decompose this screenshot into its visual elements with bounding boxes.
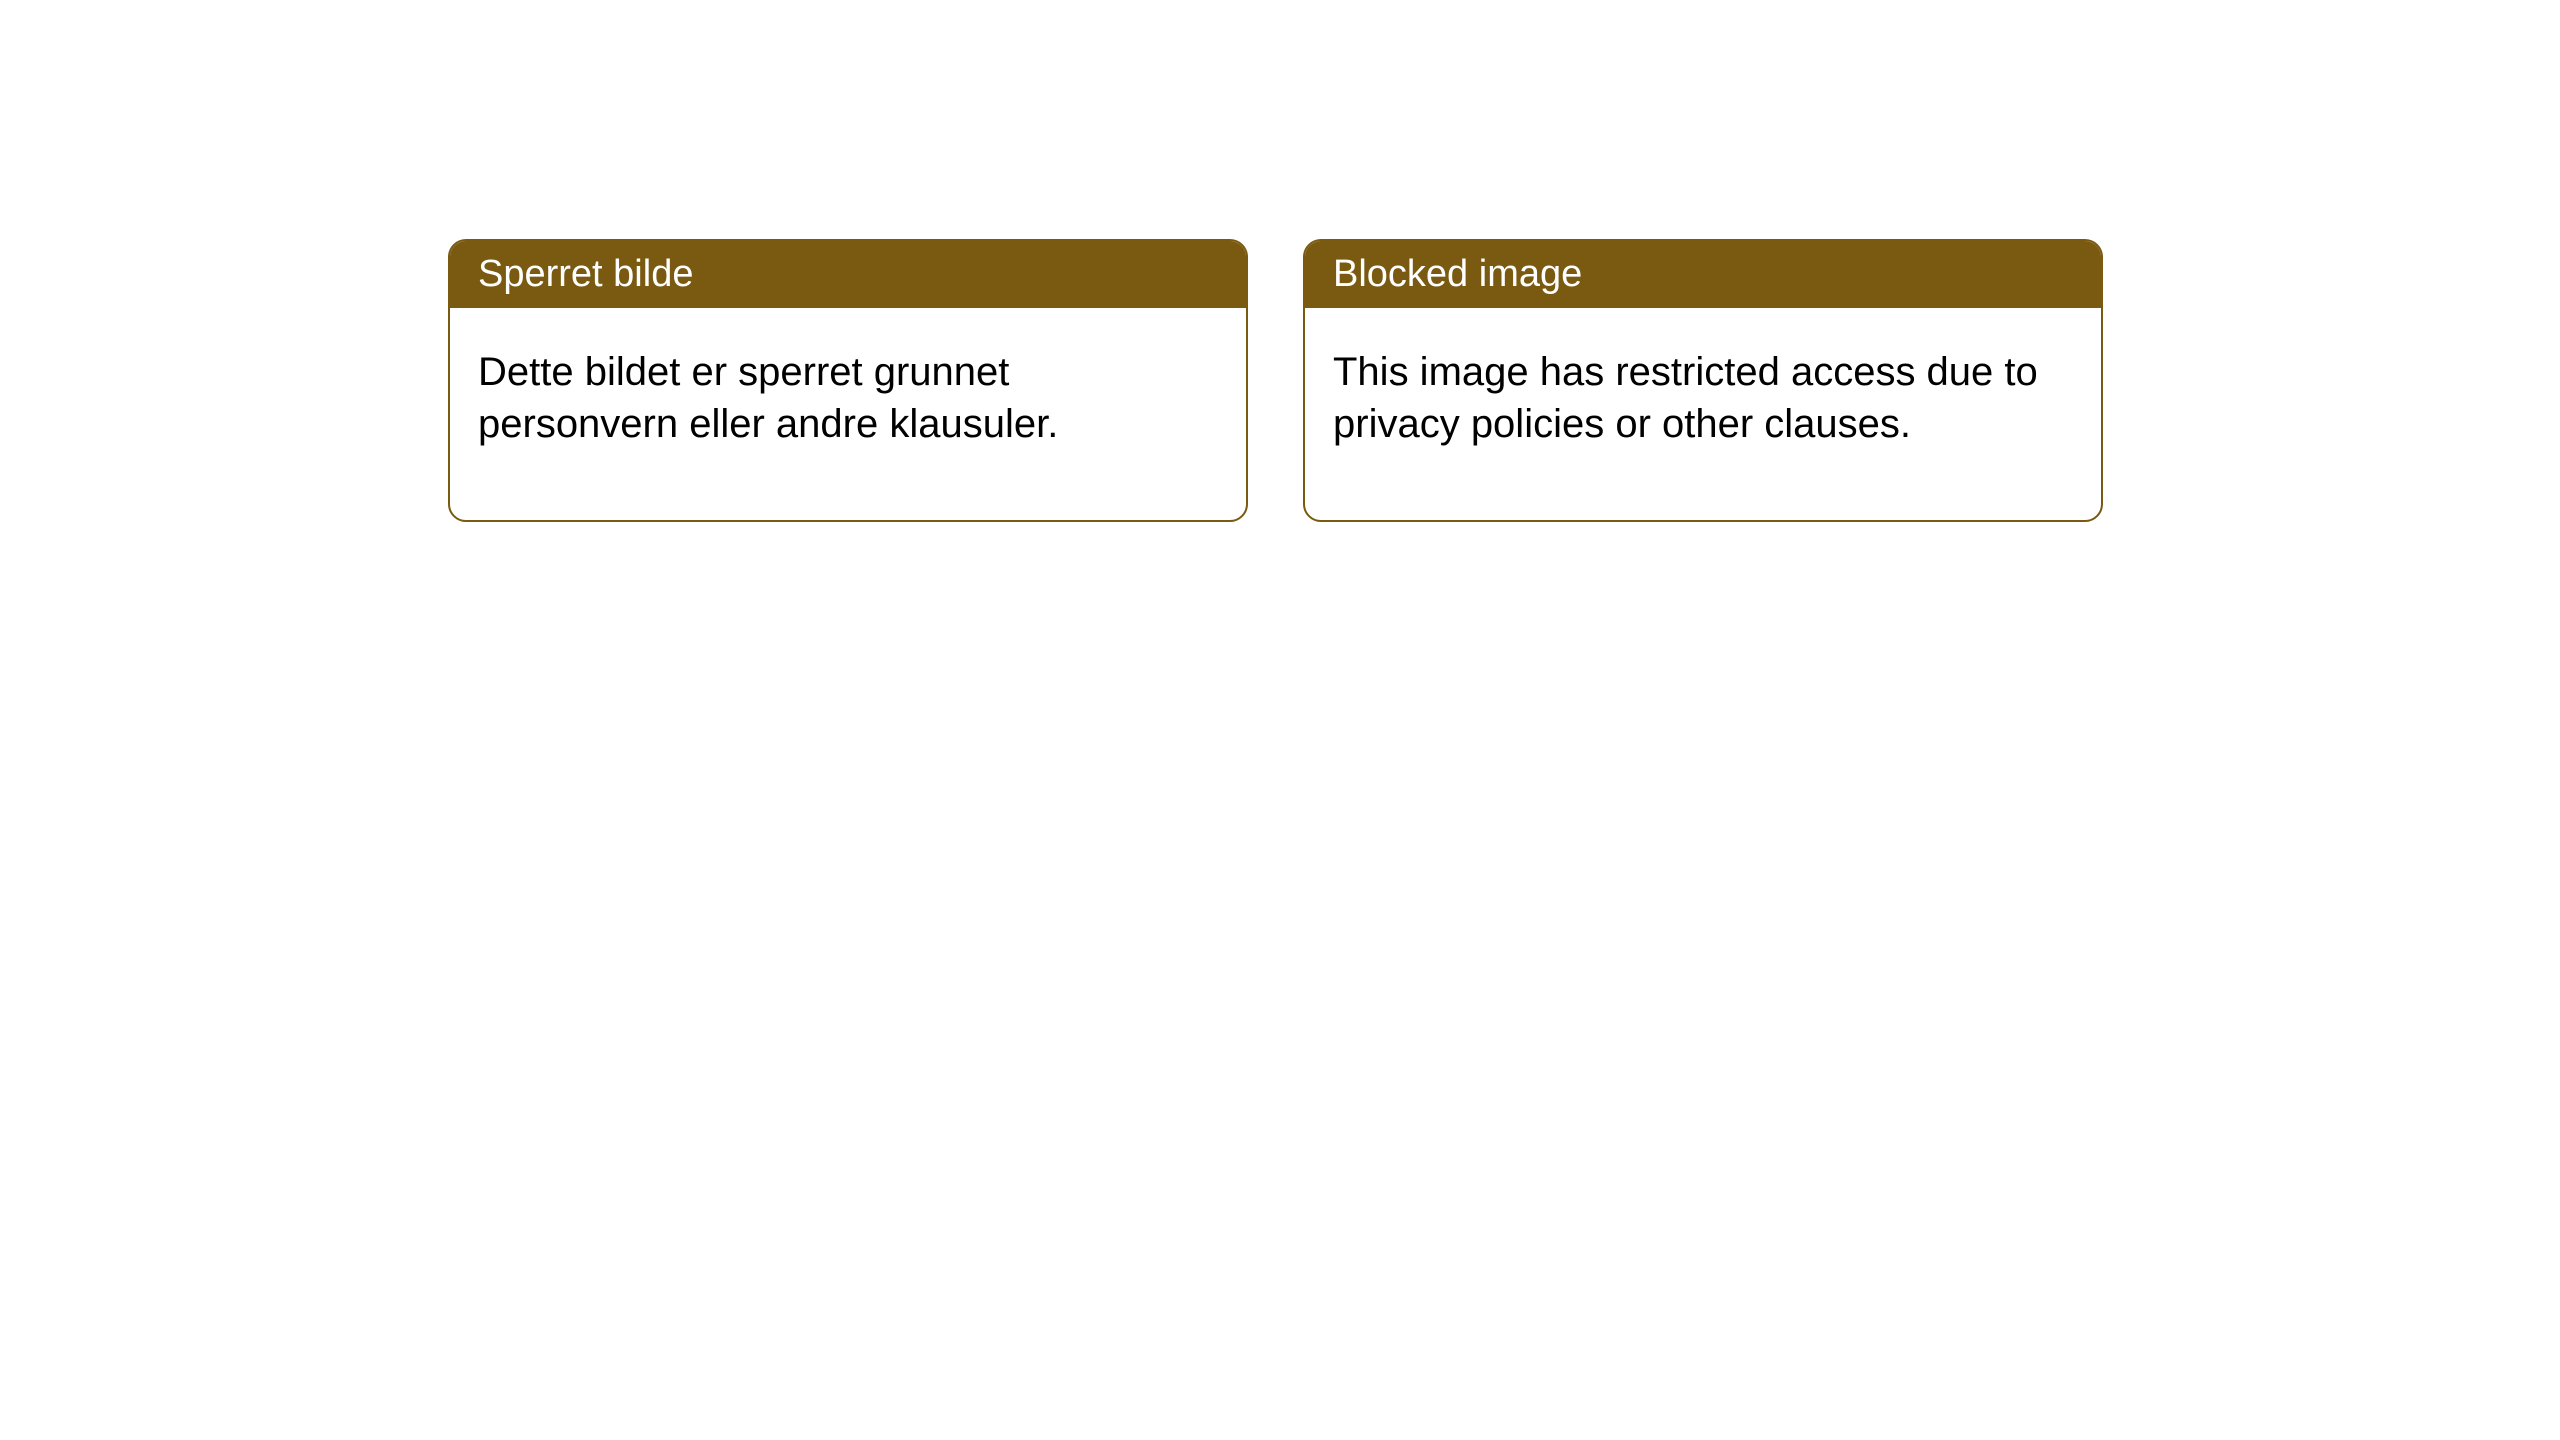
notice-text-norwegian: Dette bildet er sperret grunnet personve… — [478, 350, 1058, 446]
notice-text-english: This image has restricted access due to … — [1333, 350, 2038, 446]
notice-container: Sperret bilde Dette bildet er sperret gr… — [448, 239, 2103, 522]
notice-title-norwegian: Sperret bilde — [478, 253, 693, 295]
notice-header-norwegian: Sperret bilde — [450, 241, 1246, 308]
notice-header-english: Blocked image — [1305, 241, 2101, 308]
notice-body-english: This image has restricted access due to … — [1305, 308, 2101, 520]
notice-box-english: Blocked image This image has restricted … — [1303, 239, 2103, 522]
notice-title-english: Blocked image — [1333, 253, 1582, 295]
notice-box-norwegian: Sperret bilde Dette bildet er sperret gr… — [448, 239, 1248, 522]
notice-body-norwegian: Dette bildet er sperret grunnet personve… — [450, 308, 1246, 520]
